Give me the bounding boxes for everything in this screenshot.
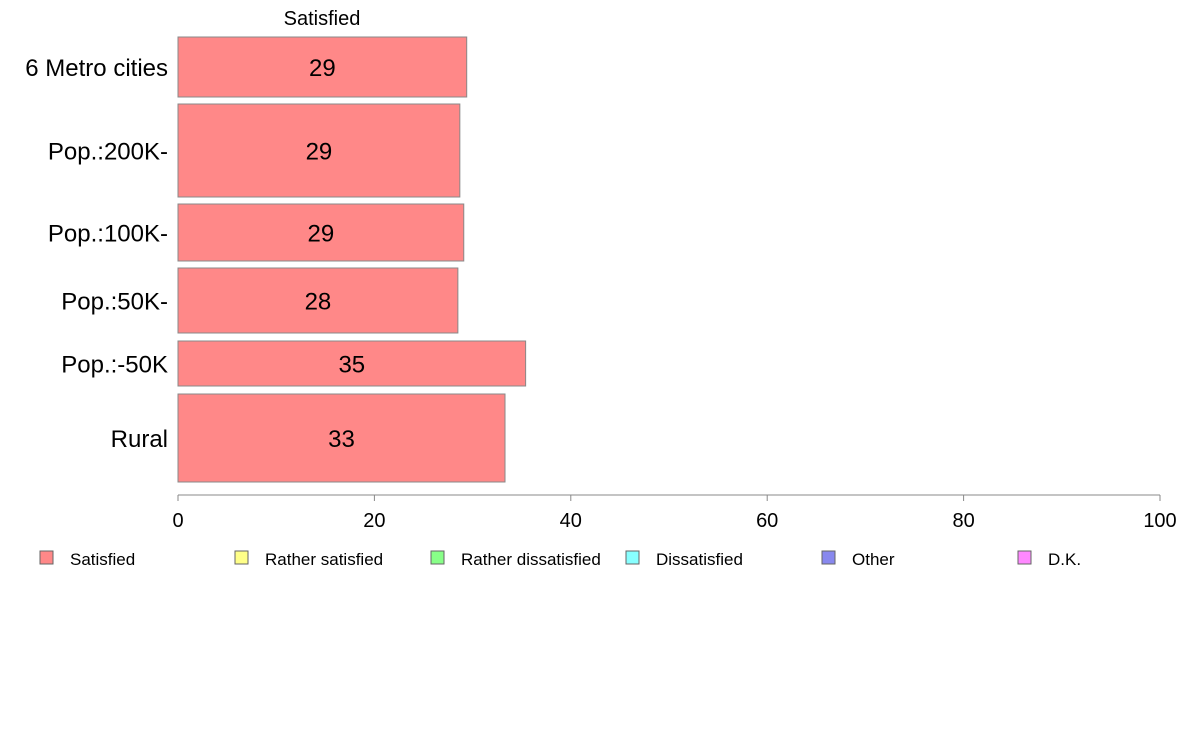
category-labels: 6 Metro cities Pop.:200K- Pop.:100K- Pop.:5…	[25, 55, 168, 453]
value-labels: 29 29 29 28 35 33	[305, 55, 366, 453]
value-label: 33	[328, 426, 355, 453]
category-label: Pop.:100K-	[48, 221, 168, 248]
bar-satisfied	[177, 340, 527, 387]
legend-label: D.K.	[1048, 550, 1081, 569]
bar-satisfied	[177, 393, 506, 483]
legend-label: Dissatisfied	[656, 550, 743, 569]
x-tick-label: 20	[363, 510, 385, 532]
value-label: 29	[309, 55, 336, 82]
category-label: Pop.:-50K	[61, 352, 168, 379]
legend-swatch	[625, 550, 640, 565]
value-label: 28	[305, 289, 332, 316]
bars-group	[177, 36, 527, 483]
column-header: Satisfied	[284, 8, 361, 30]
legend-swatch	[821, 550, 836, 565]
value-label: 29	[308, 221, 335, 248]
legend-swatch	[234, 550, 249, 565]
x-tick-label: 0	[172, 510, 183, 532]
legend-label: Satisfied	[70, 550, 135, 569]
bar-satisfied	[177, 36, 468, 98]
bar-satisfied	[177, 203, 465, 262]
legend-label: Other	[852, 550, 895, 569]
value-label: 29	[306, 139, 333, 166]
bar-satisfied	[177, 103, 461, 198]
x-tick-label: 100	[1143, 510, 1176, 532]
legend-label: Rather satisfied	[265, 550, 383, 569]
x-tick-label: 60	[756, 510, 778, 532]
column-headers: Satisfied	[284, 8, 361, 30]
category-label: Pop.:50K-	[61, 289, 168, 316]
x-tick-label: 80	[952, 510, 974, 532]
value-label: 35	[338, 352, 365, 379]
legend-swatch	[39, 550, 54, 565]
x-tick-label: 40	[560, 510, 582, 532]
x-axis: 0 20 40 60 80 100	[172, 494, 1177, 532]
legend-swatch	[1017, 550, 1032, 565]
legend: Satisfied Rather satisfied Rather dissatis…	[39, 550, 1081, 569]
category-label: 6 Metro cities	[25, 55, 168, 82]
bar-satisfied	[177, 267, 459, 334]
category-label: Rural	[111, 426, 168, 453]
category-label: Pop.:200K-	[48, 139, 168, 166]
legend-label: Rather dissatisfied	[461, 550, 601, 569]
legend-swatch	[430, 550, 445, 565]
